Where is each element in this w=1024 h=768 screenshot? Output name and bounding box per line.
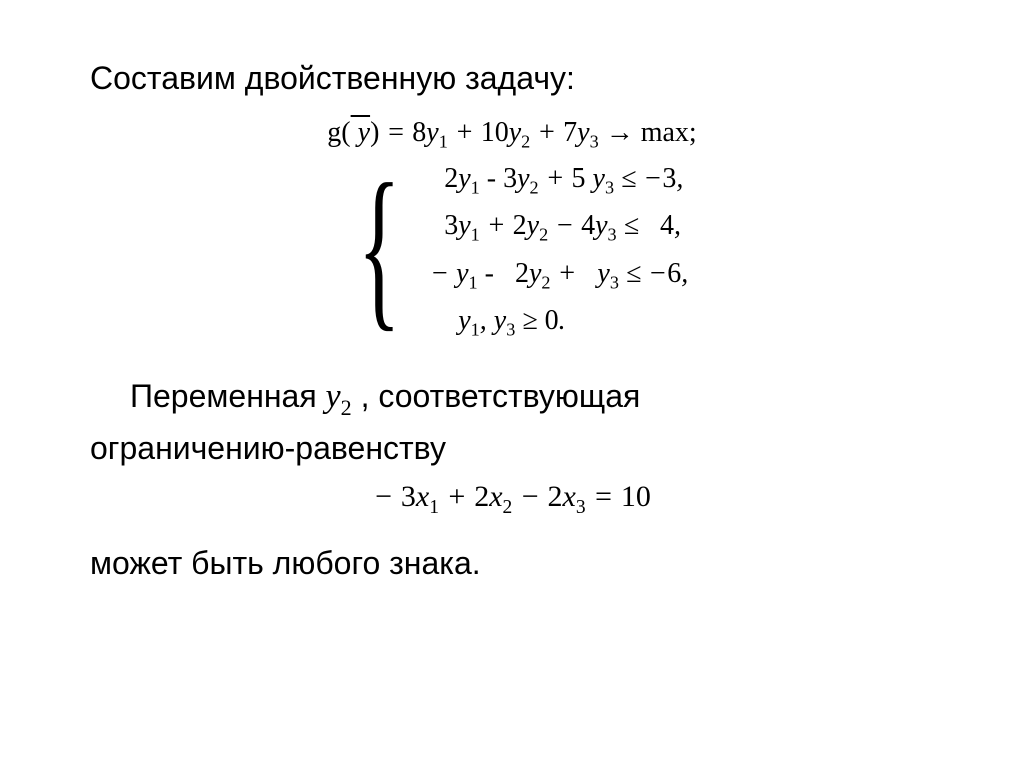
constraint-3: − y1 - 2y2 + y3 ≤ −6, [430, 258, 688, 294]
constraints-system: { 2y1 - 3y2 + 5 y3 ≤ −3, 3y1 + 2y2 − 4y3… [90, 163, 934, 341]
equality-constraint: − 3x1 + 2x2 − 2x3 = 10 [90, 480, 934, 519]
constraint-4: y1, y3 ≥ 0. [430, 305, 565, 341]
body-paragraph-2: ограничению-равенству [90, 424, 934, 472]
constraints-list: 2y1 - 3y2 + 5 y3 ≤ −3, 3y1 + 2y2 − 4y3 ≤… [430, 163, 688, 341]
body-1-suffix: , соответствующая [361, 378, 641, 414]
body-paragraph-3: может быть любого знака. [90, 539, 934, 587]
variable-y2: y2 [326, 378, 352, 415]
body-1-prefix: Переменная [130, 378, 326, 414]
objective-function-block: g( y) = 8y1 + 10y2 + 7y3 → max; [90, 117, 934, 153]
constraint-2: 3y1 + 2y2 − 4y3 ≤ 4, [430, 210, 681, 246]
slide-title: Составим двойственную задачу: [90, 60, 934, 97]
body-paragraph-1: Переменная y2 , соответствующая [90, 371, 934, 424]
left-brace: { [357, 170, 400, 323]
constraint-1: 2y1 - 3y2 + 5 y3 ≤ −3, [430, 163, 683, 199]
